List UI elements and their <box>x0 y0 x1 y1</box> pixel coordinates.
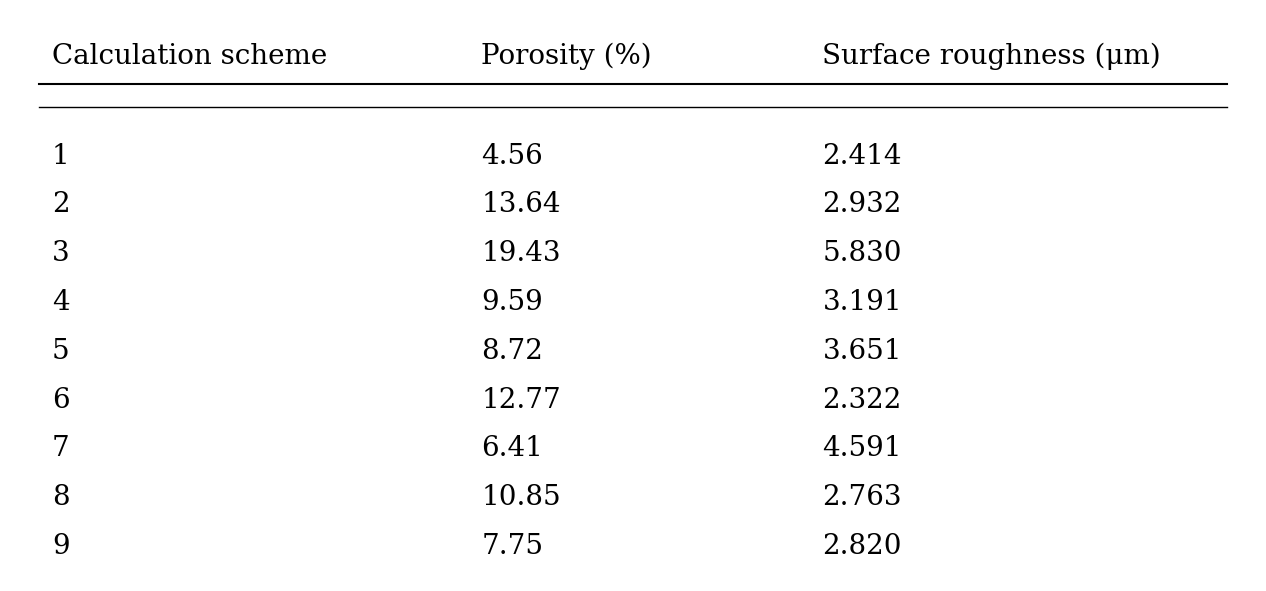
Text: 9: 9 <box>52 533 70 560</box>
Text: 6: 6 <box>52 387 70 414</box>
Text: 10.85: 10.85 <box>481 484 561 511</box>
Text: 5: 5 <box>52 338 70 365</box>
Text: 2.414: 2.414 <box>823 142 901 170</box>
Text: 2: 2 <box>52 191 70 219</box>
Text: 4.591: 4.591 <box>823 436 901 463</box>
Text: 8: 8 <box>52 484 70 511</box>
Text: 19.43: 19.43 <box>481 240 561 267</box>
Text: Porosity (%): Porosity (%) <box>481 43 652 70</box>
Text: 3.191: 3.191 <box>823 289 903 316</box>
Text: 2.820: 2.820 <box>823 533 901 560</box>
Text: 7.75: 7.75 <box>481 533 543 560</box>
Text: Surface roughness (μm): Surface roughness (μm) <box>823 43 1161 70</box>
Text: 13.64: 13.64 <box>481 191 561 219</box>
Text: 2.932: 2.932 <box>823 191 901 219</box>
Text: 3: 3 <box>52 240 70 267</box>
Text: 5.830: 5.830 <box>823 240 901 267</box>
Text: 2.322: 2.322 <box>823 387 901 414</box>
Text: 3.651: 3.651 <box>823 338 901 365</box>
Text: 6.41: 6.41 <box>481 436 543 463</box>
Text: 4.56: 4.56 <box>481 142 543 170</box>
Text: 12.77: 12.77 <box>481 387 561 414</box>
Text: 9.59: 9.59 <box>481 289 543 316</box>
Text: 8.72: 8.72 <box>481 338 543 365</box>
Text: 7: 7 <box>52 436 70 463</box>
Text: 1: 1 <box>52 142 70 170</box>
Text: Calculation scheme: Calculation scheme <box>52 43 327 70</box>
Text: 2.763: 2.763 <box>823 484 901 511</box>
Text: 4: 4 <box>52 289 70 316</box>
